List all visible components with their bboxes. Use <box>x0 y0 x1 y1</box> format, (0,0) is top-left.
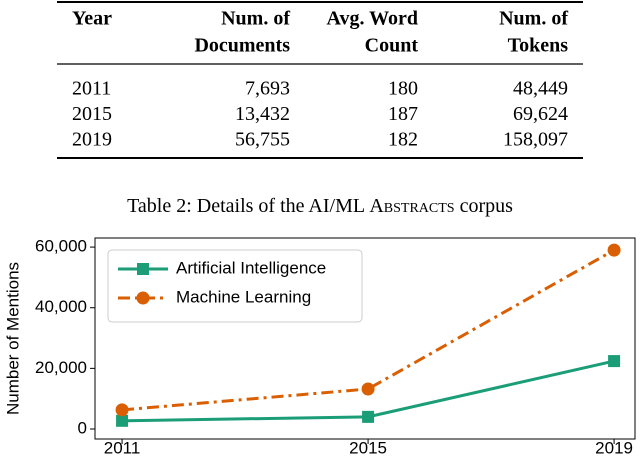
y-tick-label: 0 <box>78 418 87 437</box>
table-cell: 13,432 <box>235 103 290 125</box>
table-cell: 182 <box>388 129 418 151</box>
series-line <box>121 248 615 412</box>
y-tick-label: 40,000 <box>35 297 87 316</box>
plot-frame <box>94 237 636 440</box>
marker <box>607 243 621 257</box>
table-cell: 2015 <box>72 103 112 125</box>
table-cell: 7,693 <box>245 78 290 100</box>
y-tick-label: 20,000 <box>35 358 87 377</box>
header-cell: Documents <box>194 35 290 57</box>
marker <box>362 410 375 423</box>
table-caption: Table 2: Details of the AI/ML Abstracts … <box>127 195 513 217</box>
header-cell: Avg. Word <box>327 8 419 30</box>
caption-smallcaps: Abstracts <box>369 195 454 217</box>
legend-marker <box>136 291 150 305</box>
caption-text: Table 2: Details of the AI/ML <box>127 195 365 217</box>
legend-label: Artificial Intelligence <box>176 258 326 277</box>
header-cell: Count <box>365 35 419 57</box>
header-cell: Tokens <box>508 35 569 57</box>
header-cell: Year <box>72 8 112 30</box>
table-cell: 56,755 <box>235 129 290 151</box>
header-cell: Num. of <box>499 8 568 30</box>
table-cell: 2011 <box>72 78 111 100</box>
header-cell: Num. of <box>221 8 290 30</box>
legend-marker <box>137 263 149 275</box>
table-cell: 158,097 <box>503 129 568 151</box>
marker <box>608 355 621 368</box>
y-axis-label: Number of Mentions <box>3 262 22 415</box>
y-tick-label: 60,000 <box>35 237 87 256</box>
table-cell: 2019 <box>72 129 112 151</box>
caption-text: corpus <box>460 195 514 217</box>
marker <box>116 414 129 427</box>
table-cell: 69,624 <box>513 103 568 125</box>
x-tick-label: 2011 <box>104 438 141 456</box>
marker <box>115 403 129 417</box>
table-cell: 187 <box>388 103 418 125</box>
table-cell: 180 <box>388 78 418 100</box>
table-cell: 48,449 <box>513 78 568 100</box>
marker <box>361 382 375 396</box>
legend-box <box>107 249 363 323</box>
legend-label: Machine Learning <box>176 287 311 306</box>
x-tick-label: 2015 <box>349 438 387 456</box>
x-tick-label: 2019 <box>595 438 633 456</box>
